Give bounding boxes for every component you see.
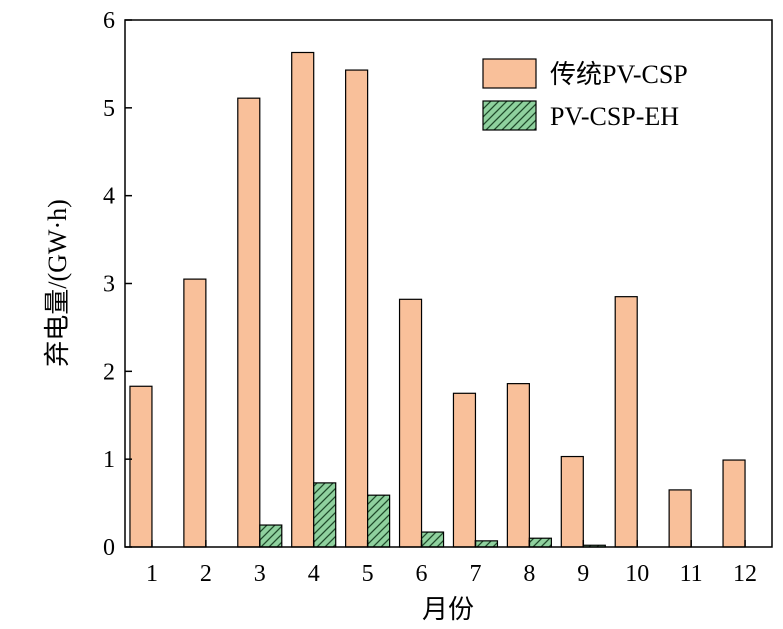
x-tick-label: 8 — [523, 561, 535, 587]
x-tick-label: 1 — [146, 561, 158, 587]
bar-series-2-month-7 — [474, 540, 499, 548]
y-tick-label: 3 — [103, 272, 115, 298]
x-tick-label: 12 — [733, 561, 757, 587]
y-tick-label: 4 — [103, 184, 115, 210]
plot-frame — [124, 19, 773, 548]
bar-series-2-month-6 — [420, 531, 445, 548]
bar-series-1-month-12 — [722, 459, 746, 548]
x-tick-label: 10 — [625, 561, 649, 587]
bar-series-1-month-4 — [291, 51, 315, 548]
y-tick-label: 2 — [103, 359, 115, 385]
bar-series-2-month-5 — [367, 494, 391, 548]
x-tick-label: 11 — [680, 561, 703, 587]
x-tick-label: 4 — [308, 561, 320, 587]
bar-series-1-month-6 — [398, 298, 423, 548]
y-tick-label: 1 — [103, 447, 115, 473]
x-tick-label: 5 — [362, 561, 374, 587]
x-tick-label: 3 — [254, 561, 266, 587]
bar-series-1-month-1 — [129, 385, 153, 548]
bar-series-2-month-4 — [313, 482, 337, 548]
x-axis-ticks: 1 2 3 4 5 6 7 8 9 10 11 12 — [146, 540, 757, 587]
bar-series-1-month-5 — [345, 69, 369, 548]
bar-series-2-month-3 — [259, 524, 283, 548]
bar-series-1-month-2 — [183, 278, 207, 548]
x-axis-label: 月份 — [422, 595, 474, 624]
x-tick-label: 7 — [469, 561, 481, 587]
y-tick-label: 0 — [103, 535, 115, 561]
x-tick-label: 9 — [577, 561, 589, 587]
bar-series-1-month-10 — [614, 296, 638, 548]
legend-label-series-2: PV-CSP-EH — [550, 102, 679, 131]
legend-swatch-series-2 — [482, 100, 537, 131]
legend-swatch-series-1 — [482, 58, 537, 89]
y-axis-label: 弃电量/(GW·h) — [43, 199, 72, 367]
legend: 传统PV-CSP PV-CSP-EH — [482, 58, 688, 131]
bar-series-1-month-11 — [668, 489, 692, 548]
bar-series-1-month-3 — [237, 97, 261, 548]
x-tick-label: 6 — [416, 561, 428, 587]
bar-series-1-month-9 — [560, 455, 584, 548]
bars-group — [129, 51, 746, 548]
y-tick-label: 6 — [103, 8, 115, 34]
bar-series-2-month-8 — [528, 537, 552, 548]
legend-label-series-1: 传统PV-CSP — [550, 60, 688, 89]
y-axis-ticks: 0 1 2 3 4 5 6 — [103, 8, 132, 561]
bar-series-1-month-7 — [452, 392, 477, 548]
y-tick-label: 5 — [103, 96, 115, 122]
x-tick-label: 2 — [200, 561, 212, 587]
bar-series-1-month-8 — [506, 383, 530, 548]
